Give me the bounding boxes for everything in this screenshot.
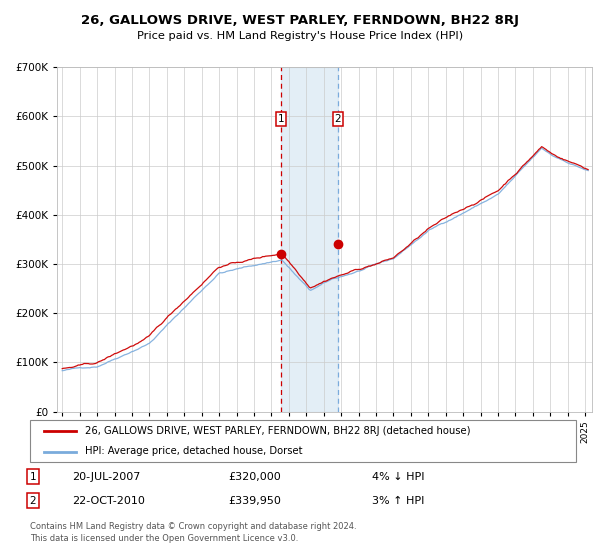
- Text: Contains HM Land Registry data © Crown copyright and database right 2024.
This d: Contains HM Land Registry data © Crown c…: [30, 522, 356, 543]
- Text: 4% ↓ HPI: 4% ↓ HPI: [372, 472, 425, 482]
- Text: 3% ↑ HPI: 3% ↑ HPI: [372, 496, 424, 506]
- Text: 1: 1: [29, 472, 37, 482]
- Text: Price paid vs. HM Land Registry's House Price Index (HPI): Price paid vs. HM Land Registry's House …: [137, 31, 463, 41]
- Text: 2: 2: [335, 114, 341, 124]
- Bar: [281, 67, 338, 412]
- Text: 2: 2: [29, 496, 37, 506]
- Text: £320,000: £320,000: [228, 472, 281, 482]
- Text: 22-OCT-2010: 22-OCT-2010: [72, 496, 145, 506]
- Text: 1: 1: [278, 114, 284, 124]
- Text: 26, GALLOWS DRIVE, WEST PARLEY, FERNDOWN, BH22 8RJ: 26, GALLOWS DRIVE, WEST PARLEY, FERNDOWN…: [81, 14, 519, 27]
- Text: 20-JUL-2007: 20-JUL-2007: [72, 472, 140, 482]
- Text: £339,950: £339,950: [228, 496, 281, 506]
- Text: 26, GALLOWS DRIVE, WEST PARLEY, FERNDOWN, BH22 8RJ (detached house): 26, GALLOWS DRIVE, WEST PARLEY, FERNDOWN…: [85, 426, 470, 436]
- Text: HPI: Average price, detached house, Dorset: HPI: Average price, detached house, Dors…: [85, 446, 302, 456]
- FancyBboxPatch shape: [30, 420, 576, 462]
